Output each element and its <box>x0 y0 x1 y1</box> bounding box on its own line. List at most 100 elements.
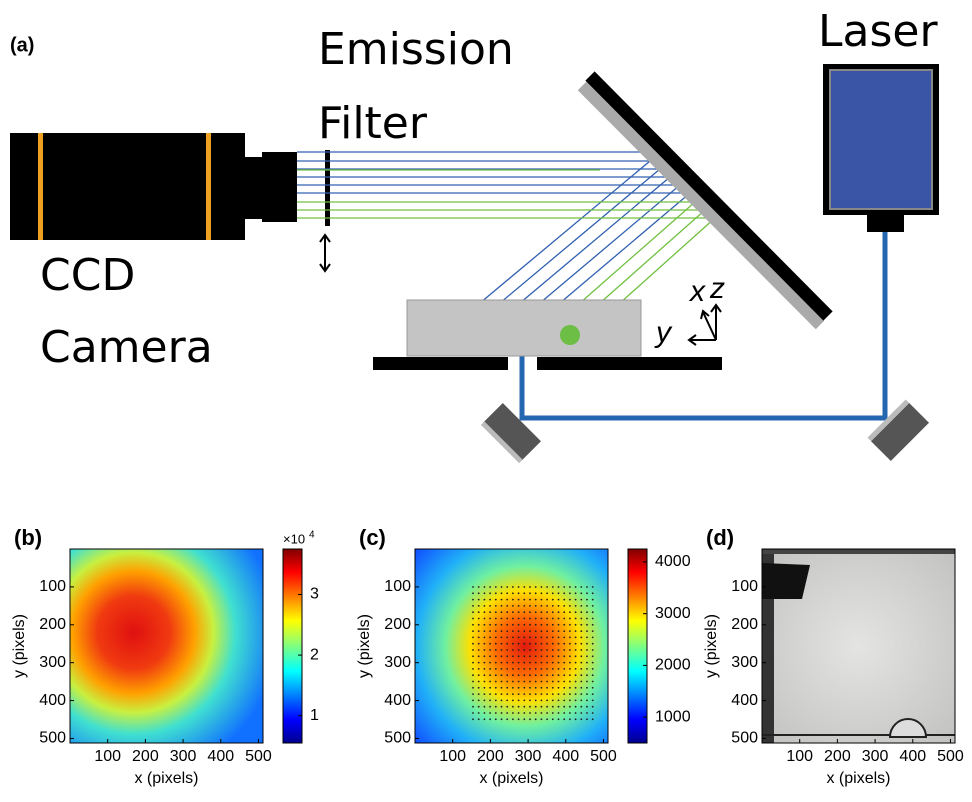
grid-dot <box>592 674 594 676</box>
stage <box>537 357 722 370</box>
grid-dot <box>535 674 537 676</box>
grid-dot <box>518 674 520 676</box>
grid-dot <box>569 693 571 695</box>
grid-dot <box>569 630 571 632</box>
grid-dot <box>484 674 486 676</box>
x-tick-label: 300 <box>515 748 542 765</box>
grid-dot <box>546 668 548 670</box>
grid-dot <box>472 718 474 720</box>
grid-dot <box>472 599 474 601</box>
grid-dot <box>569 643 571 645</box>
grid-dot <box>541 662 543 664</box>
grid-dot <box>580 706 582 708</box>
grid-dot <box>484 700 486 702</box>
grid-dot <box>535 655 537 657</box>
grid-dot <box>495 693 497 695</box>
grid-dot <box>495 592 497 594</box>
grid-dot <box>495 649 497 651</box>
grid-dot <box>484 618 486 620</box>
grid-dot <box>506 605 508 607</box>
grid-dot <box>484 662 486 664</box>
grid-dot <box>489 637 491 639</box>
grid-dot <box>489 712 491 714</box>
grid-dot <box>495 637 497 639</box>
grid-dot <box>495 618 497 620</box>
panel-label: (c) <box>359 525 386 550</box>
grid-dot <box>489 687 491 689</box>
grid-dot <box>506 599 508 601</box>
grid-dot <box>535 586 537 588</box>
grid-dot <box>495 674 497 676</box>
grid-dot <box>472 674 474 676</box>
grid-dot <box>558 605 560 607</box>
image <box>70 549 263 743</box>
grid-dot <box>546 655 548 657</box>
grid-dot <box>501 706 503 708</box>
grid-dot <box>529 643 531 645</box>
grid-dot <box>586 592 588 594</box>
grid-dot <box>575 681 577 683</box>
grid-dot <box>478 662 480 664</box>
grid-dot <box>506 586 508 588</box>
grid-dot <box>586 668 588 670</box>
grid-dot <box>541 592 543 594</box>
grid-dot <box>506 674 508 676</box>
grid-dot <box>523 662 525 664</box>
small-mirror <box>867 399 929 461</box>
grid-dot <box>558 643 560 645</box>
grid-dot <box>478 586 480 588</box>
grid-dot <box>501 674 503 676</box>
grid-dot <box>558 592 560 594</box>
x-tick-label: 200 <box>824 748 851 765</box>
grid-dot <box>541 681 543 683</box>
grid-dot <box>529 693 531 695</box>
grid-dot <box>523 668 525 670</box>
grid-dot <box>512 693 514 695</box>
grid-dot <box>478 605 480 607</box>
grid-dot <box>512 687 514 689</box>
grid-dot <box>489 624 491 626</box>
grid-dot <box>592 655 594 657</box>
grid-dot <box>541 655 543 657</box>
grid-dot <box>523 655 525 657</box>
grid-dot <box>558 706 560 708</box>
grid-dot <box>512 662 514 664</box>
grid-dot <box>541 712 543 714</box>
grid-dot <box>586 687 588 689</box>
colorbar-tick-label: 1 <box>310 707 319 724</box>
grid-dot <box>529 674 531 676</box>
grid-dot <box>580 662 582 664</box>
grid-dot <box>478 643 480 645</box>
grid-dot <box>472 618 474 620</box>
grid-dot <box>512 611 514 613</box>
grid-dot <box>535 599 537 601</box>
grid-dot <box>529 712 531 714</box>
grid-dot <box>592 637 594 639</box>
grid-dot <box>523 611 525 613</box>
grid-dot <box>501 712 503 714</box>
grid-dot <box>529 599 531 601</box>
grid-dot <box>523 693 525 695</box>
grid-dot <box>558 637 560 639</box>
grid-dot <box>541 586 543 588</box>
grid-dot <box>563 624 565 626</box>
grid-dot <box>569 655 571 657</box>
x-tick-label: 100 <box>439 748 466 765</box>
grid-dot <box>563 605 565 607</box>
y-tick-label: 300 <box>384 654 411 671</box>
grid-dot <box>552 668 554 670</box>
grid-dot <box>580 700 582 702</box>
y-tick-label: 400 <box>384 692 411 709</box>
grid-dot <box>563 687 565 689</box>
figure: (a) Emission Filter Laser CCD Camera <box>0 0 972 802</box>
grid-dot <box>529 624 531 626</box>
grid-dot <box>580 681 582 683</box>
grid-dot <box>546 630 548 632</box>
grid-dot <box>541 693 543 695</box>
grid-dot <box>558 611 560 613</box>
grid-dot <box>552 611 554 613</box>
grid-dot <box>518 693 520 695</box>
grid-dot <box>495 605 497 607</box>
grid-dot <box>580 712 582 714</box>
grid-dot <box>552 630 554 632</box>
